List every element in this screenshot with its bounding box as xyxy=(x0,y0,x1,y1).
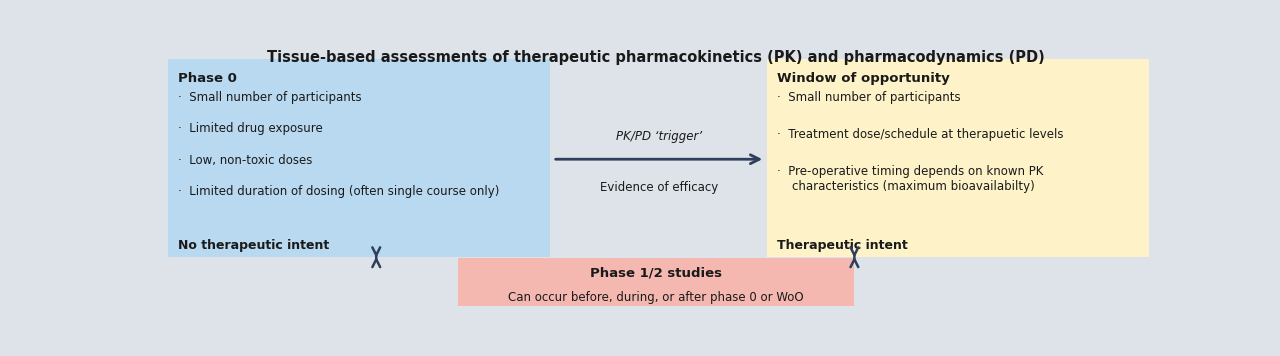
Text: Can occur before, during, or after phase 0 or WoO: Can occur before, during, or after phase… xyxy=(508,291,804,304)
Text: ·  Treatment dose/schedule at therapuetic levels: · Treatment dose/schedule at therapuetic… xyxy=(777,128,1064,141)
Text: ·  Limited duration of dosing (often single course only): · Limited duration of dosing (often sing… xyxy=(178,185,499,198)
Text: Therapeutic intent: Therapeutic intent xyxy=(777,239,908,252)
FancyBboxPatch shape xyxy=(458,258,855,306)
Text: No therapeutic intent: No therapeutic intent xyxy=(178,239,329,252)
Text: ·  Pre-operative timing depends on known PK
    characteristics (maximum bioavai: · Pre-operative timing depends on known … xyxy=(777,165,1043,193)
Text: Phase 0: Phase 0 xyxy=(178,72,237,84)
Text: Phase 1/2 studies: Phase 1/2 studies xyxy=(590,266,722,279)
Text: ·  Small number of participants: · Small number of participants xyxy=(777,91,961,104)
Text: Tissue-based assessments of therapeutic pharmacokinetics (PK) and pharmacodynami: Tissue-based assessments of therapeutic … xyxy=(268,49,1044,64)
FancyBboxPatch shape xyxy=(767,59,1149,257)
Text: Evidence of efficacy: Evidence of efficacy xyxy=(600,181,718,194)
Text: ·  Low, non-toxic doses: · Low, non-toxic doses xyxy=(178,154,312,167)
Text: ·  Small number of participants: · Small number of participants xyxy=(178,91,361,104)
FancyBboxPatch shape xyxy=(168,59,550,257)
Text: Window of opportunity: Window of opportunity xyxy=(777,72,950,84)
Text: ·  Limited drug exposure: · Limited drug exposure xyxy=(178,122,323,135)
Text: PK/PD ‘trigger’: PK/PD ‘trigger’ xyxy=(616,130,701,143)
